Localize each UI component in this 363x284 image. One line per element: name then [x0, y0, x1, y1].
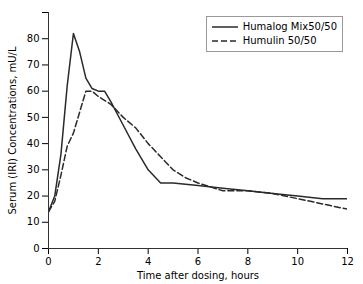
html-text:Humalog Mix50/50: Humalog Mix50/50 — [242, 21, 337, 32]
svg-text:2: 2 — [95, 256, 101, 267]
svg-text:Time after dosing, hours: Time after dosing, hours — [136, 270, 259, 281]
svg-text:80: 80 — [27, 33, 40, 44]
svg-text:0: 0 — [33, 243, 39, 254]
svg-text:70: 70 — [27, 59, 40, 70]
svg-text:0: 0 — [45, 256, 51, 267]
svg-text:20: 20 — [27, 190, 40, 201]
svg-text:12: 12 — [341, 256, 354, 267]
svg-text:60: 60 — [27, 85, 40, 96]
svg-text:40: 40 — [27, 138, 40, 149]
svg-text:6: 6 — [195, 256, 201, 267]
svg-text:30: 30 — [27, 164, 40, 175]
svg-text:8: 8 — [245, 256, 251, 267]
html-text:Humulin 50/50: Humulin 50/50 — [242, 35, 317, 46]
svg-text:50: 50 — [27, 112, 40, 123]
svg-text:Serum (IRI) Concentrations, mU: Serum (IRI) Concentrations, mU/L — [7, 46, 18, 214]
svg-text:4: 4 — [145, 256, 151, 267]
svg-text:10: 10 — [291, 256, 304, 267]
svg-text:10: 10 — [27, 216, 40, 227]
